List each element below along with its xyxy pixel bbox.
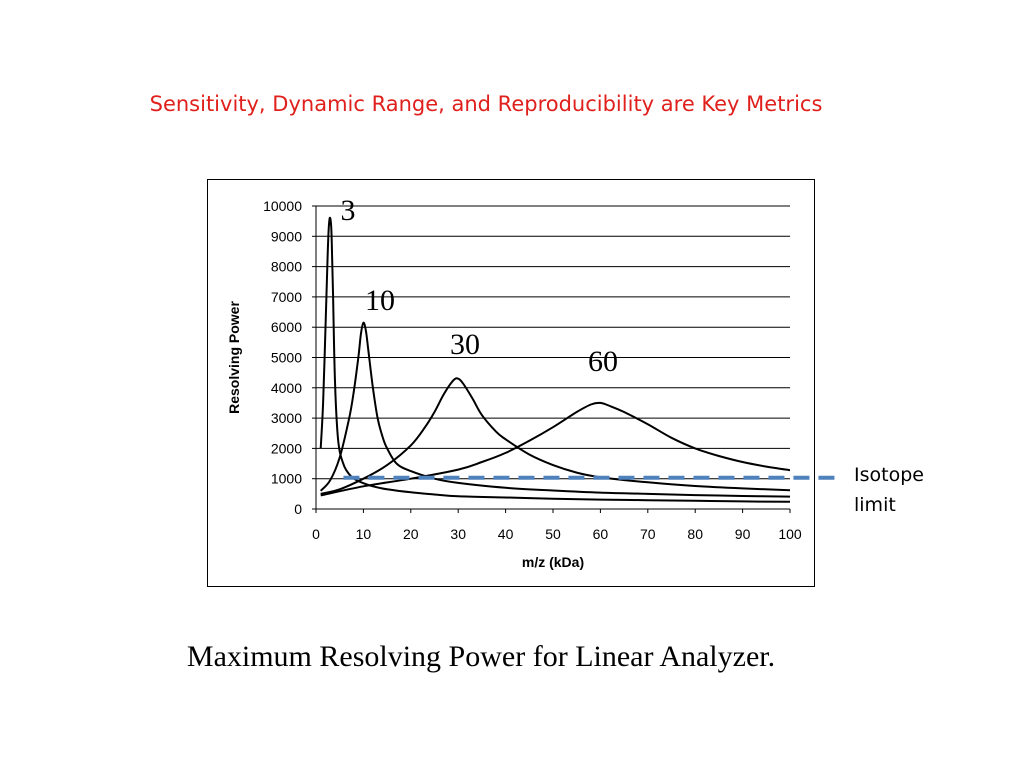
- slide-title: Sensitivity, Dynamic Range, and Reproduc…: [149, 92, 823, 116]
- slide-caption: Maximum Resolving Power for Linear Analy…: [186, 640, 776, 673]
- y-tick-label: 6000: [271, 319, 302, 335]
- y-tick-label: 9000: [271, 228, 302, 244]
- isotope-limit-label: Isotope limit: [854, 464, 924, 516]
- series-label-60: 60: [588, 345, 618, 378]
- y-tick-label: 5000: [271, 350, 302, 366]
- series-line-10: [319, 321, 791, 498]
- y-axis-label: Resolving Power: [226, 301, 242, 414]
- series-label-3: 3: [341, 194, 356, 227]
- x-tick-label: 20: [403, 526, 419, 542]
- x-tick-label: 0: [312, 526, 320, 542]
- y-tick-label: 7000: [271, 289, 302, 305]
- y-tick-label: 0: [294, 501, 302, 517]
- x-tick-label: 100: [778, 526, 802, 542]
- y-tick-label: 3000: [271, 410, 302, 426]
- series-line-3: [319, 216, 791, 503]
- x-tick-label: 50: [545, 526, 561, 542]
- x-tick-label: 10: [356, 526, 372, 542]
- series-line-30: [320, 377, 791, 495]
- series-label-30: 30: [450, 328, 480, 361]
- x-tick-label: 40: [498, 526, 514, 542]
- x-axis-label: m/z (kDa): [522, 554, 584, 570]
- x-tick-label: 60: [593, 526, 609, 542]
- x-tick-label: 30: [450, 526, 466, 542]
- y-tick-label: 2000: [271, 440, 302, 456]
- y-tick-label: 8000: [271, 259, 302, 275]
- x-tick-label: 70: [640, 526, 656, 542]
- chart-frame: 0 1000 2000 3000 4000 5000 6000 7000 8000 9000 100…: [207, 179, 815, 587]
- y-tick-label: 10000: [263, 198, 302, 214]
- y-tick-label: 4000: [271, 380, 302, 396]
- x-tick-label: 90: [735, 526, 751, 542]
- x-tick-label: 80: [687, 526, 703, 542]
- y-tick-label: 1000: [271, 471, 302, 487]
- series-line-60: [320, 401, 791, 497]
- resolving-power-chart: 0100020003000400050006000700080009000100…: [226, 194, 802, 570]
- series-label-10: 10: [365, 284, 395, 317]
